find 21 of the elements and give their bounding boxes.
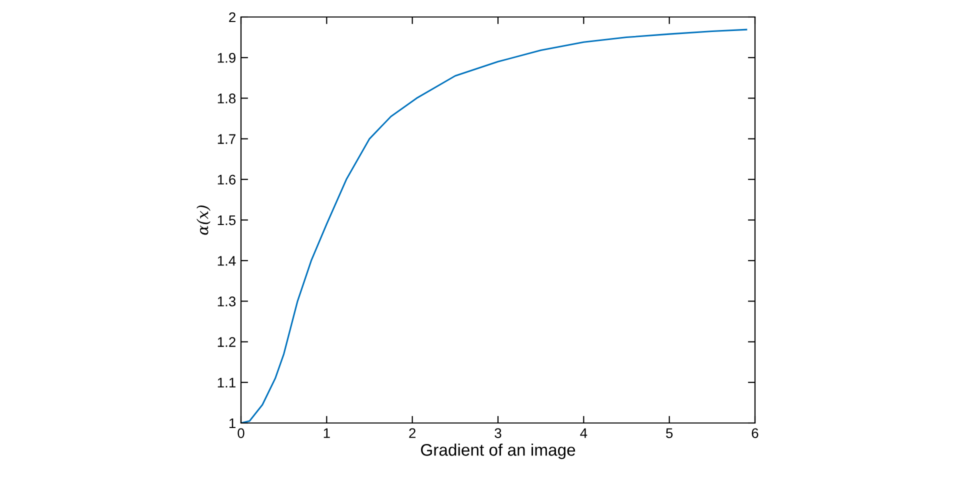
x-axis-title: Gradient of an image — [421, 444, 576, 460]
y-tick-label: 2 — [229, 12, 236, 22]
y-tick-label: 1.5 — [218, 215, 236, 226]
y-tick-label: 1.3 — [218, 296, 236, 306]
y-axis-title: α(x) — [196, 206, 210, 235]
y-tick-label: 1.9 — [218, 52, 236, 63]
y-tick-label: 1 — [229, 418, 236, 428]
y-tick-label: 1.2 — [218, 337, 236, 347]
x-tick-label: 1 — [324, 428, 330, 438]
x-tick-label: 0 — [238, 428, 244, 438]
x-tick-label: 2 — [409, 428, 416, 438]
x-tick-label: 4 — [580, 428, 588, 438]
x-tick-label: 5 — [666, 428, 673, 438]
y-tick-label: 1.6 — [218, 174, 236, 185]
y-tick-label: 1.7 — [218, 134, 236, 144]
line-series — [241, 28, 748, 423]
x-tick-label: 3 — [494, 428, 502, 438]
y-tick-label: 1.1 — [218, 378, 236, 388]
x-tick-label: 6 — [752, 428, 758, 438]
y-tick-label: 1.4 — [218, 256, 236, 266]
y-tick-label: 1.8 — [218, 94, 236, 104]
